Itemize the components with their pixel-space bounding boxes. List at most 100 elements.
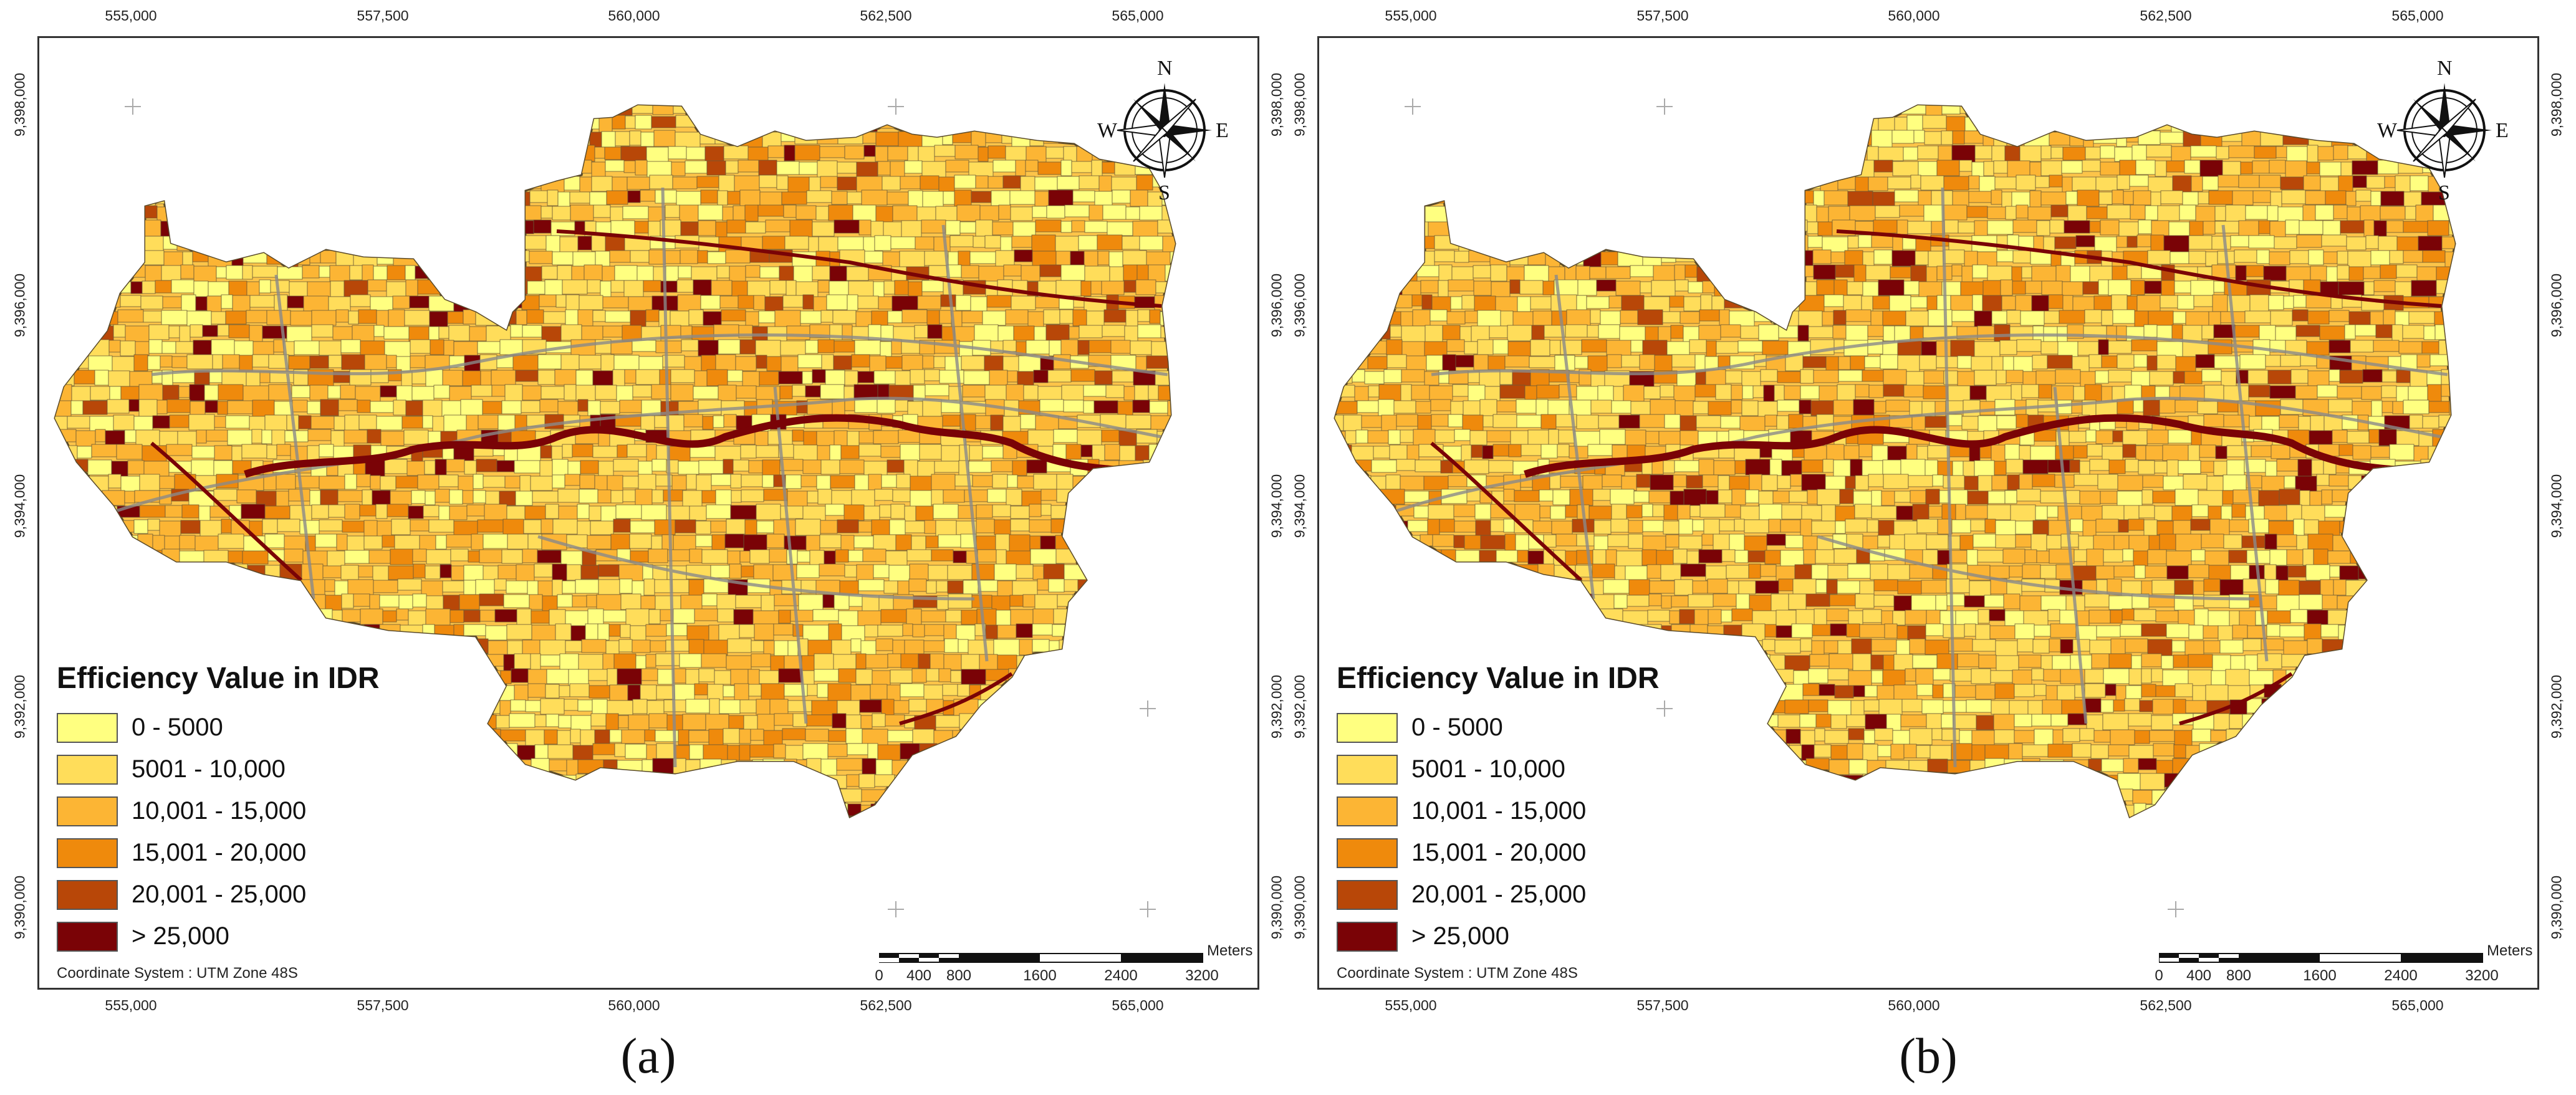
parcel	[1559, 249, 1572, 262]
parcel	[1136, 175, 1153, 191]
parcel	[834, 219, 860, 234]
parcel	[1440, 161, 1453, 178]
parcel	[1139, 759, 1158, 777]
parcel	[1022, 669, 1041, 686]
scale-label: 0	[875, 967, 883, 984]
parcel	[758, 310, 776, 323]
parcel	[741, 474, 763, 487]
parcel	[822, 105, 837, 117]
parcel	[822, 788, 840, 806]
parcel	[1438, 280, 1449, 297]
parcel	[2006, 370, 2024, 383]
parcel	[74, 370, 95, 385]
parcel	[1130, 340, 1152, 355]
parcel	[738, 160, 759, 173]
parcel	[2058, 115, 2075, 129]
parcel	[1365, 294, 1378, 311]
parcel	[990, 414, 1004, 431]
parcel	[1173, 520, 1175, 533]
parcel	[1600, 251, 1618, 265]
parcel	[1795, 219, 1808, 232]
parcel	[961, 310, 983, 323]
parcel	[510, 699, 526, 712]
parcel	[706, 504, 731, 519]
parcel	[113, 105, 137, 114]
parcel	[2332, 429, 2348, 443]
parcel	[540, 698, 565, 715]
parcel	[1343, 414, 1362, 431]
x-tick-bottom: 555,000	[1385, 997, 1437, 1013]
parcel	[67, 416, 90, 429]
parcel	[1664, 414, 1681, 429]
parcel	[347, 535, 365, 552]
parcel	[1067, 775, 1091, 792]
parcel	[1001, 130, 1012, 144]
parcel	[1571, 251, 1584, 265]
parcel	[171, 610, 193, 622]
parcel	[975, 415, 991, 429]
parcel	[2398, 341, 2423, 354]
parcel	[1643, 386, 1661, 399]
parcel	[645, 654, 656, 668]
parcel	[79, 520, 99, 533]
parcel	[2107, 204, 2131, 219]
parcel	[1074, 729, 1095, 745]
parcel	[699, 130, 716, 145]
parcel	[416, 803, 430, 817]
parcel	[2157, 205, 2180, 221]
parcel	[706, 160, 726, 176]
parcel	[687, 788, 712, 806]
parcel	[1830, 251, 1845, 264]
parcel	[565, 640, 582, 653]
parcel	[1469, 430, 1487, 446]
parcel	[701, 549, 728, 564]
parcel	[2150, 191, 2161, 208]
parcel	[547, 744, 574, 759]
parcel	[1996, 415, 2017, 429]
parcel	[769, 548, 787, 563]
parcel	[701, 355, 716, 371]
parcel	[702, 416, 714, 430]
parcel	[178, 175, 205, 189]
parcel	[819, 534, 842, 548]
parcel	[2086, 206, 2108, 219]
parcel	[909, 563, 929, 581]
parcel	[2282, 130, 2309, 145]
y-tick-right: 9,392,000	[2548, 674, 2565, 739]
parcel	[549, 609, 566, 626]
parcel	[1388, 204, 1410, 219]
parcel	[2395, 311, 2410, 327]
parcel	[1055, 236, 1079, 254]
parcel	[954, 326, 975, 342]
parcel	[1918, 190, 1932, 207]
parcel	[1582, 475, 1603, 492]
parcel	[1923, 370, 1944, 384]
parcel	[87, 116, 99, 130]
parcel	[1104, 820, 1128, 832]
parcel	[807, 490, 819, 504]
parcel	[194, 130, 219, 146]
parcel	[542, 775, 557, 790]
parcel	[161, 595, 177, 611]
parcel	[2223, 474, 2247, 491]
parcel	[1951, 145, 1976, 163]
parcel	[1742, 236, 1762, 254]
parcel	[902, 115, 918, 130]
parcel	[1387, 236, 1410, 251]
parcel	[724, 803, 739, 816]
parcel	[991, 595, 1011, 611]
parcel	[1817, 489, 1840, 505]
parcel	[2245, 205, 2268, 220]
parcel	[887, 146, 908, 161]
parcel	[1740, 176, 1766, 192]
parcel	[688, 579, 704, 596]
parcel	[890, 669, 913, 684]
parcel	[560, 354, 580, 370]
parcel	[837, 519, 859, 533]
parcel	[2232, 190, 2254, 206]
parcel	[396, 385, 413, 402]
parcel	[117, 235, 143, 252]
parcel	[991, 190, 1011, 206]
parcel	[1862, 281, 1879, 298]
parcel	[871, 310, 888, 327]
